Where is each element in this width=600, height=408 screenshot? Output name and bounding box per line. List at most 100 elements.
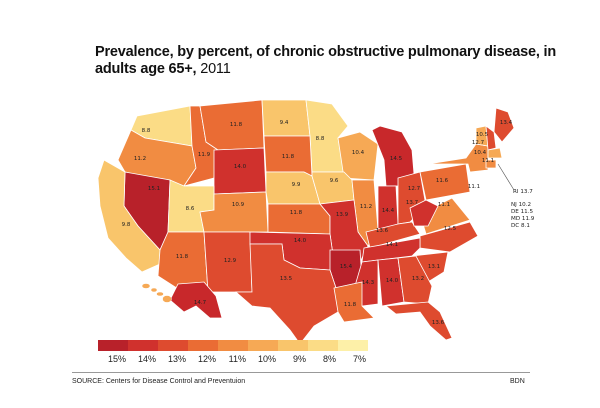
state-ct — [485, 159, 497, 169]
state-value-label: 11.8 — [290, 210, 303, 216]
state-value-label: 14.0 — [386, 278, 399, 284]
state-value-label: 14.0 — [234, 164, 247, 170]
state-value-label: 12.7 — [408, 186, 421, 192]
legend-label: 14% — [137, 354, 156, 364]
state-me — [493, 107, 515, 143]
hawaii-islands — [141, 283, 172, 303]
legend-color-scale — [98, 340, 368, 351]
state-nd — [261, 99, 311, 137]
state-fl — [384, 301, 453, 341]
chart-title: Prevalence, by percent, of chronic obstr… — [95, 44, 565, 78]
state-value-label: 13.6 — [432, 320, 445, 326]
state-value-label: 13.4 — [500, 120, 513, 126]
state-tx — [234, 243, 339, 345]
state-ia — [311, 171, 355, 205]
title-bold: Prevalence, by percent, of chronic obstr… — [95, 44, 557, 77]
legend-label: 15% — [107, 354, 126, 364]
value-labels: 8.8 11.2 11.9 11.8 9.4 8.8 14.0 11.8 10.4 14.5 15.… — [122, 120, 513, 326]
state-value-label: 12.9 — [224, 258, 237, 264]
state-value-label: 11.9 — [198, 152, 211, 158]
legend-label: 11% — [228, 354, 246, 364]
title-year: 2011 — [196, 61, 231, 77]
state-value-label: 10.4 — [352, 150, 365, 156]
state-value-label: 11.8 — [230, 122, 243, 128]
state-la — [333, 281, 375, 323]
state-value-label: 9.9 — [292, 182, 301, 188]
state-value-label: 14.4 — [382, 208, 395, 214]
state-wy — [213, 147, 267, 195]
state-value-label: 13.1 — [428, 264, 440, 270]
state-value-label: 11.1 — [468, 184, 480, 190]
state-value-label: 10.4 — [474, 150, 487, 156]
state-value-label: 11.8 — [176, 254, 189, 260]
state-value-label: 11.8 — [344, 302, 357, 308]
state-value-label: 13.2 — [412, 276, 424, 282]
state-tn — [361, 237, 421, 263]
state-value-label: 10.9 — [232, 202, 245, 208]
hawaii-island-4 — [162, 295, 172, 303]
state-value-label: 14.5 — [390, 156, 403, 162]
states-layer — [97, 99, 515, 345]
inset-dc: DC 8.1 — [511, 223, 530, 229]
legend-label: 8% — [322, 354, 336, 364]
legend-label: 7% — [352, 354, 366, 364]
legend-swatch — [338, 340, 368, 351]
state-value-label: 15.1 — [148, 186, 160, 192]
state-value-label: 14.1 — [386, 242, 398, 248]
legend-swatch — [308, 340, 338, 351]
state-value-label: 8.8 — [316, 136, 325, 142]
legend-swatch — [158, 340, 188, 351]
inset-leader-lines — [497, 163, 515, 191]
legend-swatch — [188, 340, 218, 351]
state-value-label: 13.6 — [376, 228, 389, 234]
state-nh — [485, 125, 497, 151]
legend-swatch — [248, 340, 278, 351]
small-states-legend: RI 13.7 NJ 10.2 DE 11.5 MD 11.9 DC 8.1 — [511, 189, 535, 230]
source-note: SOURCE: Centers for Disease Control and … — [72, 378, 246, 385]
state-value-label: 14.0 — [294, 238, 307, 244]
legend-label: 12% — [197, 354, 216, 364]
state-value-label: 8.8 — [142, 128, 151, 134]
state-ks — [267, 203, 331, 235]
state-wv — [409, 199, 439, 227]
legend-label: 9% — [292, 354, 306, 364]
state-value-label: 13.9 — [336, 212, 349, 218]
hawaii-island-1 — [141, 283, 151, 289]
legend-swatch — [218, 340, 248, 351]
state-value-label: 8.6 — [186, 206, 195, 212]
state-value-label: 13.5 — [280, 276, 293, 282]
state-value-label: 13.7 — [406, 200, 419, 206]
state-wi — [337, 131, 379, 181]
hawaii-island-3 — [156, 291, 164, 297]
legend-swatch — [278, 340, 308, 351]
legend-swatch — [98, 340, 128, 351]
state-ca — [97, 159, 161, 273]
state-value-label: 11.8 — [282, 154, 295, 160]
state-value-label: 9.6 — [330, 178, 339, 184]
state-value-label: 11.6 — [436, 178, 449, 184]
credit: BDN — [510, 378, 525, 385]
state-value-label: 11.1 — [438, 202, 450, 208]
state-value-label: 14.3 — [362, 280, 375, 286]
state-ma — [487, 147, 503, 159]
state-value-label: 14.7 — [194, 300, 207, 306]
legend-label: 13% — [167, 354, 186, 364]
state-ak — [169, 281, 223, 319]
legend-label: 10% — [257, 354, 276, 364]
footer-rule — [72, 372, 530, 373]
state-value-label: 12.7 — [472, 140, 485, 146]
state-value-label: 9.8 — [122, 222, 131, 228]
state-value-label: 11.2 — [360, 204, 372, 210]
hawaii-island-2 — [150, 287, 158, 293]
state-value-label: 15.4 — [340, 264, 353, 270]
state-ga — [397, 255, 433, 305]
state-va — [419, 197, 471, 235]
state-value-label: 12.5 — [444, 226, 457, 232]
state-value-label: 10.5 — [476, 132, 489, 138]
legend-labels: 15% 14% 13% 12% 11% 10% 9% 8% 7% — [98, 354, 368, 364]
state-value-label: 11.1 — [482, 158, 494, 164]
state-value-label: 9.4 — [280, 120, 289, 126]
inset-md: MD 11.9 — [511, 216, 535, 222]
state-value-label: 11.2 — [134, 156, 146, 162]
